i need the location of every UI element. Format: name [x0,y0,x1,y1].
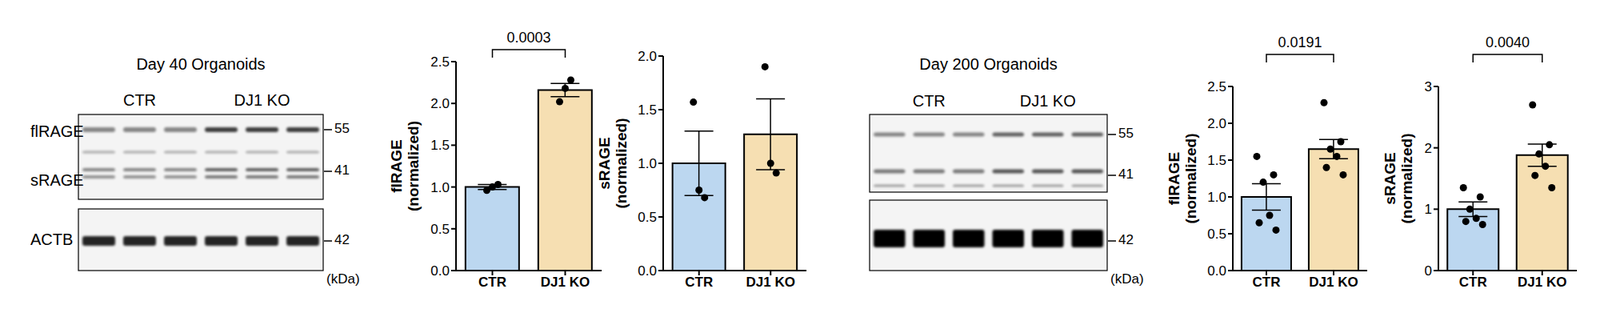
svg-text:0.0191: 0.0191 [1277,34,1322,51]
svg-text:CTR: CTR [1459,274,1488,290]
svg-text:41: 41 [1118,166,1134,182]
svg-text:55: 55 [1118,125,1134,141]
svg-text:Day 200 Organoids: Day 200 Organoids [919,55,1057,73]
svg-text:0.5: 0.5 [1207,226,1227,242]
svg-text:0.0: 0.0 [637,263,657,279]
svg-text:ACTB: ACTB [30,230,73,248]
svg-text:CTR: CTR [912,92,946,110]
svg-text:DJ1 KO: DJ1 KO [1020,92,1076,110]
svg-text:sRAGE(normalized): sRAGE(normalized) [1381,133,1416,224]
svg-text:(kDa): (kDa) [326,271,360,287]
svg-text:sRAGE: sRAGE [30,171,84,189]
svg-text:2.5: 2.5 [430,54,450,70]
svg-text:flRAGE(normalized): flRAGE(normalized) [388,120,422,212]
svg-text:CTR: CTR [684,274,713,290]
svg-text:42: 42 [1118,232,1134,248]
svg-text:1.5: 1.5 [637,102,657,118]
svg-text:2.0: 2.0 [1207,116,1227,132]
svg-text:DJ1 KO: DJ1 KO [1308,274,1358,290]
svg-text:1.0: 1.0 [430,180,450,196]
svg-text:0.0: 0.0 [1207,263,1227,279]
svg-text:2.5: 2.5 [1207,79,1227,95]
svg-text:55: 55 [334,120,350,136]
svg-text:0: 0 [1424,263,1432,279]
svg-text:CTR: CTR [1252,274,1281,290]
svg-text:DJ1 KO: DJ1 KO [1517,274,1567,290]
svg-text:1: 1 [1424,201,1432,217]
svg-text:(kDa): (kDa) [1110,271,1144,287]
svg-text:0.5: 0.5 [430,221,450,237]
svg-text:Day 40 Organoids: Day 40 Organoids [136,55,265,73]
svg-text:3: 3 [1424,79,1432,95]
svg-text:DJ1 KO: DJ1 KO [233,91,290,109]
svg-text:42: 42 [334,232,350,248]
svg-text:2.0: 2.0 [430,96,450,112]
svg-text:DJ1 KO: DJ1 KO [540,274,590,290]
svg-text:flRAGE(normalized): flRAGE(normalized) [1165,133,1200,224]
svg-text:0.0003: 0.0003 [506,29,551,46]
svg-text:1.0: 1.0 [637,156,657,172]
svg-text:1.5: 1.5 [430,137,450,153]
svg-text:0.5: 0.5 [637,209,657,225]
svg-text:0.0: 0.0 [430,263,450,279]
svg-text:41: 41 [334,162,350,178]
svg-text:sRAGE(normalized): sRAGE(normalized) [596,118,630,209]
svg-text:1.5: 1.5 [1207,152,1227,168]
svg-text:2.0: 2.0 [637,48,657,64]
svg-text:0.0040: 0.0040 [1485,34,1530,51]
svg-text:1.0: 1.0 [1207,189,1227,205]
svg-text:CTR: CTR [123,91,156,109]
svg-text:CTR: CTR [478,274,507,290]
svg-text:DJ1 KO: DJ1 KO [746,274,796,290]
svg-text:flRAGE: flRAGE [30,122,84,140]
svg-text:2: 2 [1424,140,1432,156]
